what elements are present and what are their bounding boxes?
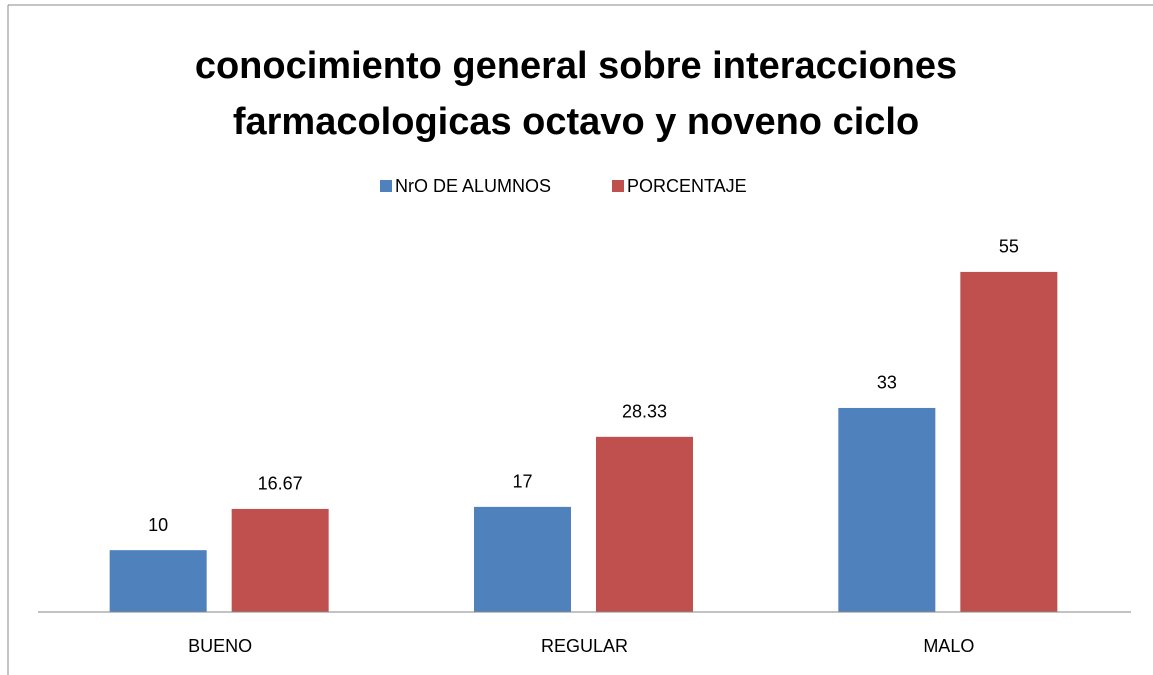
x-tick-label: MALO — [923, 636, 974, 656]
x-tick-label: BUENO — [188, 636, 252, 656]
data-label: 55 — [999, 237, 1019, 257]
bar — [109, 550, 207, 612]
legend-label: NrO DE ALUMNOS — [395, 176, 551, 196]
legend-swatch — [612, 180, 624, 192]
legend-swatch — [380, 180, 392, 192]
data-label: 16.67 — [258, 474, 303, 494]
bar — [596, 436, 693, 612]
bar — [474, 506, 571, 612]
data-label: 33 — [877, 373, 897, 393]
bar — [960, 271, 1058, 612]
data-label: 10 — [148, 515, 168, 535]
chart-title: conocimiento general sobre interacciones… — [194, 45, 958, 143]
data-label: 17 — [512, 472, 532, 492]
bar — [231, 508, 329, 612]
x-tick-label: REGULAR — [541, 636, 628, 656]
legend-label: PORCENTAJE — [627, 176, 747, 196]
bar — [838, 407, 936, 612]
data-label: 28.33 — [622, 402, 667, 422]
